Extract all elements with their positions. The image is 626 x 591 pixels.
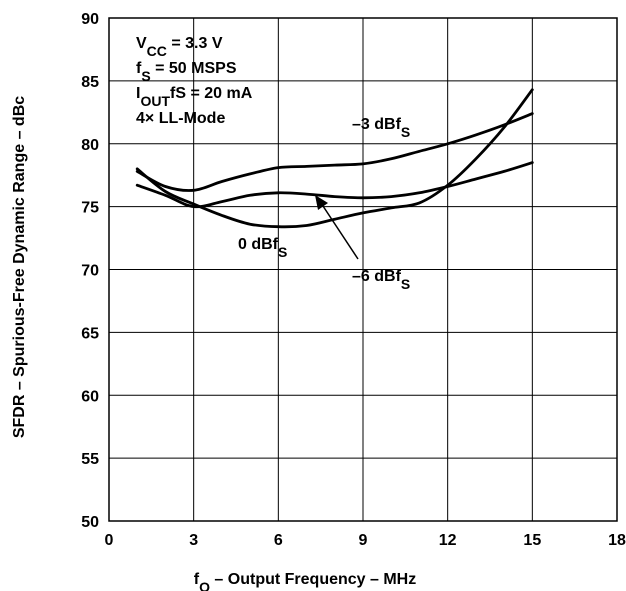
arrow-shaft [320, 202, 359, 260]
x-tick-labels: 0 3 6 9 12 15 18 [105, 532, 626, 549]
y-tick-label: 90 [81, 11, 99, 28]
series-line-minus6dbfs [135, 161, 534, 209]
y-tick-label: 85 [81, 74, 99, 91]
x-tick-label: 15 [523, 532, 541, 549]
y-tick-label: 65 [81, 325, 99, 342]
arrow-head [315, 195, 328, 210]
series-label-minus3: –3 dBfS [352, 116, 410, 140]
series-group [135, 88, 534, 229]
y-tick-label: 55 [81, 451, 99, 468]
y-tick-label: 80 [81, 137, 99, 154]
grid-lines [108, 17, 618, 522]
x-tick-label: 0 [105, 532, 114, 549]
conditions-annotation: VCC = 3.3 V fS = 50 MSPS IOUTfS = 20 mA … [136, 35, 253, 127]
x-tick-label: 12 [439, 532, 457, 549]
series-line-minus3dbfs [135, 112, 534, 192]
y-axis-title: SFDR – Spurious-Free Dynamic Range – dBc [11, 96, 28, 438]
annotation-mode: 4× LL-Mode [136, 110, 225, 127]
x-tick-label: 9 [359, 532, 368, 549]
y-tick-label: 50 [81, 514, 99, 531]
annotation-vcc: VCC = 3.3 V [136, 35, 223, 59]
annotation-fs: fS = 50 MSPS [136, 60, 237, 84]
series-label-minus6: –6 dBfS [352, 268, 410, 292]
y-tick-label: 75 [81, 200, 99, 217]
y-tick-label: 70 [81, 263, 99, 280]
x-tick-label: 3 [189, 532, 198, 549]
y-tick-labels: 50 55 60 65 70 75 80 85 90 [81, 11, 99, 531]
x-tick-label: 18 [608, 532, 626, 549]
x-axis-title: fO – Output Frequency – MHz [194, 571, 416, 591]
y-tick-label: 60 [81, 388, 99, 405]
annotation-iout: IOUTfS = 20 mA [136, 85, 253, 109]
x-tick-label: 6 [274, 532, 283, 549]
plot-frame [108, 17, 618, 522]
series-label-0: 0 dBfS [238, 236, 287, 260]
pointer-arrow [315, 195, 359, 260]
